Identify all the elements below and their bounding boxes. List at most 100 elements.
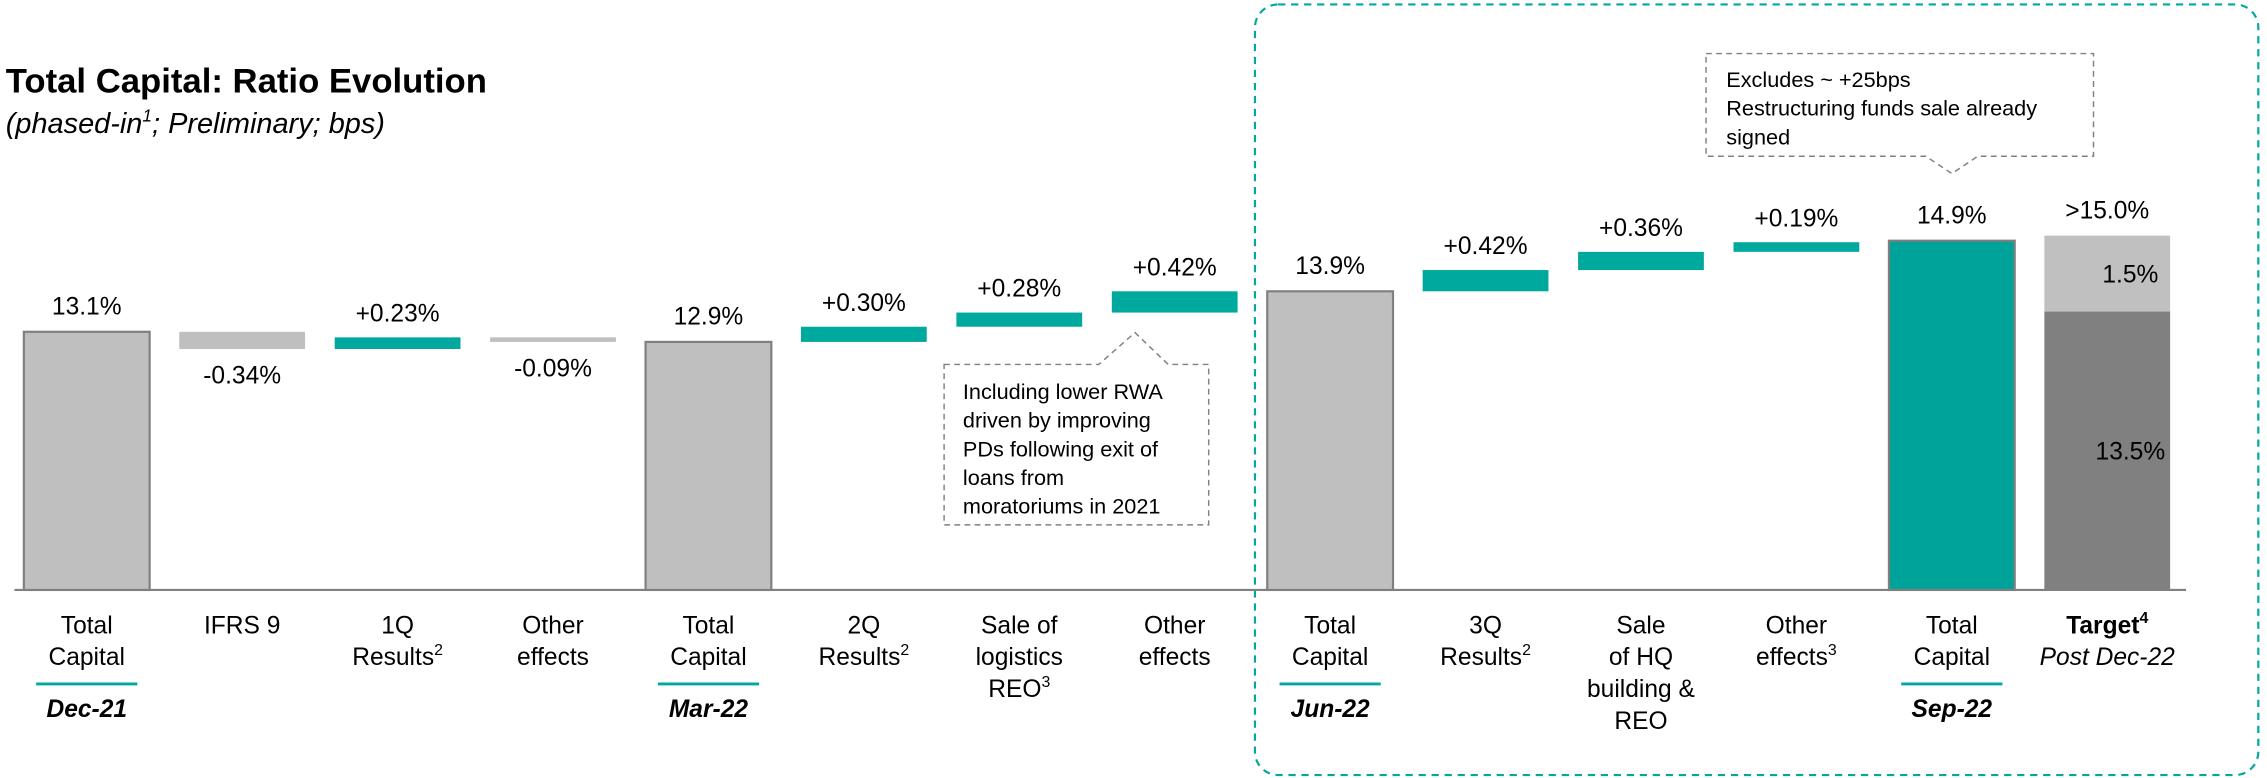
value-label: +0.42%	[1444, 233, 1528, 260]
annotation-text: Excludes ~ +25bps	[1726, 67, 1911, 92]
annotation-text: loans from	[963, 465, 1064, 490]
value-label: >15.0%	[2065, 197, 2149, 224]
segment-label: 1.5%	[2102, 261, 2158, 288]
x-tick-superscript: 4	[2139, 610, 2148, 627]
chart-title: Total Capital: Ratio Evolution	[6, 63, 487, 101]
annotation-text: driven by improving	[963, 408, 1151, 433]
x-tick-label-text: Target	[2066, 612, 2139, 639]
x-tick-superscript: 2	[1522, 642, 1531, 659]
x-tick-label: Other	[522, 612, 583, 639]
x-tick-label-text: REO	[988, 676, 1041, 703]
callout-box	[943, 331, 1210, 526]
x-tick-label-text: Other	[1766, 612, 1827, 639]
x-tick-label: Sale	[1616, 612, 1665, 639]
x-tick-label: Other	[1144, 612, 1205, 639]
x-tick-label-text: Capital	[1292, 644, 1368, 671]
callout-box	[1705, 52, 2095, 175]
total-bar	[1887, 239, 2016, 592]
x-tick-label: 3Q	[1469, 612, 1502, 639]
x-tick-label-text: 2Q	[847, 612, 880, 639]
value-label: +0.19%	[1754, 205, 1838, 232]
x-tick-label-text: Sale	[1616, 612, 1665, 639]
x-tick-label-text: Total	[682, 612, 734, 639]
x-tick-label: 1Q	[381, 612, 414, 639]
value-label: +0.30%	[822, 290, 906, 317]
delta-bar	[956, 312, 1083, 327]
x-tick-label-text: Total	[1926, 612, 1978, 639]
value-label: +0.28%	[977, 276, 1061, 303]
total-bar	[22, 330, 151, 592]
period-label: Sep-22	[1912, 696, 1993, 723]
x-tick-label-text: Other	[522, 612, 583, 639]
x-tick-label: REO3	[988, 674, 1050, 703]
x-tick-label: Total	[1304, 612, 1356, 639]
value-label: 13.1%	[52, 293, 122, 320]
annotation-text: Including lower RWA	[963, 379, 1163, 404]
x-tick-label-text: REO	[1614, 708, 1667, 735]
subtitle-text: ; Preliminary; bps)	[152, 108, 385, 140]
x-tick-label: logistics	[976, 644, 1063, 671]
callout-1	[943, 331, 1210, 526]
total-bar	[1266, 290, 1395, 592]
value-label: +0.36%	[1599, 215, 1683, 242]
x-tick-label: Results2	[1440, 642, 1531, 671]
x-tick-label-text: Results	[352, 644, 434, 671]
value-label: -0.34%	[203, 363, 281, 390]
x-tick-label: REO	[1614, 708, 1667, 735]
x-tick-label-text: Sale of	[981, 612, 1058, 639]
callout-2	[1705, 52, 2095, 175]
x-tick-label-text: effects	[1139, 644, 1211, 671]
x-tick-label: Target4	[2066, 610, 2148, 639]
x-tick-label-text: Capital	[1914, 644, 1990, 671]
x-tick-label-text: Capital	[670, 644, 746, 671]
x-tick-label-text: 3Q	[1469, 612, 1502, 639]
x-tick-label: Capital	[49, 644, 125, 671]
x-tick-label-text: Capital	[49, 644, 125, 671]
x-tick-label-text: Total	[61, 612, 113, 639]
x-tick-label-text: Results	[1440, 644, 1522, 671]
total-bar	[644, 340, 773, 592]
delta-bar	[1111, 291, 1238, 313]
x-tick-label-text: Total	[1304, 612, 1356, 639]
annotation-text: Restructuring funds sale already	[1726, 96, 2037, 121]
x-tick-label-text: Other	[1144, 612, 1205, 639]
period-label: Post Dec-22	[2040, 644, 2175, 671]
x-tick-label: Capital	[1914, 644, 1990, 671]
period-label: Jun-22	[1291, 696, 1371, 723]
target-segment	[2044, 235, 2171, 312]
x-tick-label-text: logistics	[976, 644, 1063, 671]
delta-bar	[179, 331, 306, 349]
x-tick-label: building &	[1587, 676, 1695, 703]
x-tick-label: Total	[1926, 612, 1978, 639]
highlight-frame	[1253, 3, 2260, 777]
x-tick-label: of HQ	[1609, 644, 1673, 671]
annotation-text: signed	[1726, 125, 1790, 150]
x-tick-label-text: building &	[1587, 676, 1695, 703]
delta-bar	[800, 326, 927, 342]
value-label: +0.23%	[356, 300, 440, 327]
annotation-text: moratoriums in 2021	[963, 494, 1161, 519]
x-tick-label: effects	[1139, 644, 1211, 671]
x-tick-label-text: effects	[517, 644, 589, 671]
value-label: 12.9%	[674, 304, 744, 331]
x-tick-label: 2Q	[847, 612, 880, 639]
target-segment	[2044, 311, 2171, 590]
segment-label: 13.5%	[2096, 438, 2166, 465]
x-tick-label-text: Results	[818, 644, 900, 671]
x-tick-label-text: effects	[1756, 644, 1828, 671]
subtitle-superscript: 1	[142, 106, 152, 126]
x-tick-label-text: of HQ	[1609, 644, 1673, 671]
subtitle-text: (phased-in	[6, 108, 143, 140]
value-label: -0.09%	[514, 356, 592, 383]
value-label: +0.42%	[1133, 254, 1217, 281]
x-tick-superscript: 3	[1041, 674, 1050, 691]
x-tick-label: Sale of	[981, 612, 1058, 639]
x-tick-label: Results2	[352, 642, 443, 671]
x-tick-label: Capital	[670, 644, 746, 671]
delta-bar	[1578, 251, 1704, 271]
x-tick-label: Total	[61, 612, 113, 639]
x-tick-label: effects3	[1756, 642, 1837, 671]
x-tick-superscript: 2	[434, 642, 443, 659]
period-label: Mar-22	[669, 696, 749, 723]
